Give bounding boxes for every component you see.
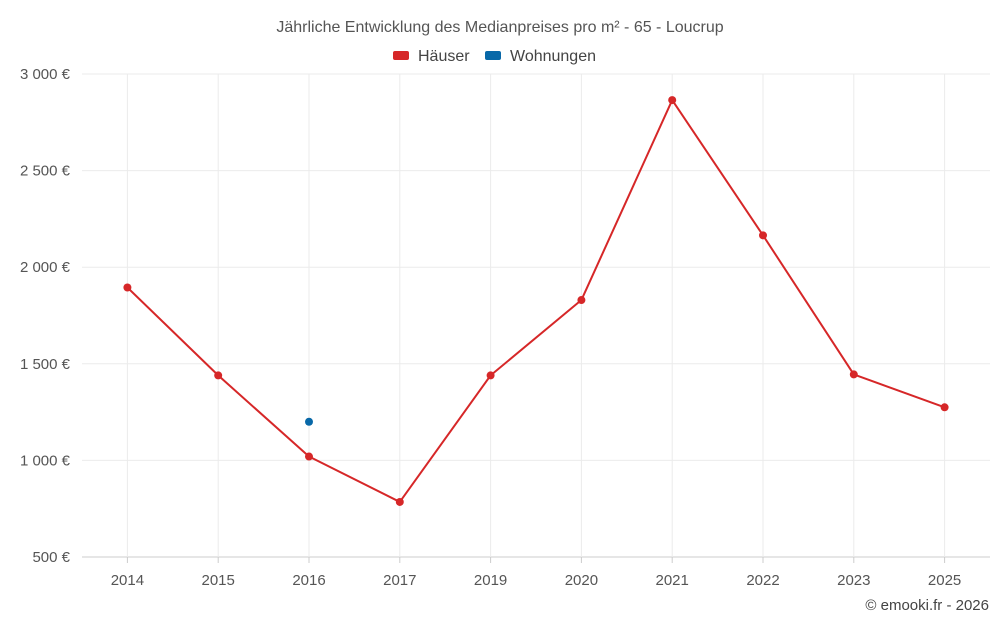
grid (82, 73, 990, 558)
data-point[interactable] (759, 231, 767, 240)
data-point[interactable] (577, 296, 586, 305)
series-layer (123, 96, 949, 506)
data-point[interactable] (305, 417, 313, 426)
data-point[interactable] (940, 403, 949, 412)
series-line (126, 99, 945, 503)
legend: Häuser Wohnungen (393, 48, 596, 65)
x-tick-label: 2016 (292, 572, 325, 589)
x-tick-label: 2020 (565, 572, 598, 589)
series-haeuser (123, 96, 949, 506)
x-tick-label: 2022 (746, 572, 779, 589)
legend-item-haeuser[interactable]: Häuser (393, 48, 470, 65)
legend-label-haeuser: Häuser (418, 48, 470, 65)
data-point[interactable] (305, 452, 313, 461)
y-tick-label: 1 000 € (20, 452, 71, 469)
data-point[interactable] (668, 96, 677, 105)
y-axis: 500 € 1 000 € 1 500 € 2 000 € 2 500 € 3 000 € (20, 66, 71, 566)
y-tick-label: 2 500 € (20, 163, 71, 180)
data-point[interactable] (486, 371, 495, 380)
x-tick-label: 2019 (474, 572, 507, 589)
x-tick-label: 2014 (111, 572, 144, 589)
series-wohnungen (305, 417, 313, 426)
y-tick-label: 2 000 € (20, 259, 71, 276)
x-axis: 2014 2015 2016 2017 2019 2020 2021 2022 2023 2025 (111, 557, 961, 589)
x-tick-label: 2023 (837, 572, 870, 589)
chart-title: Jährliche Entwicklung des Medianpreises … (276, 19, 723, 36)
y-tick-label: 3 000 € (20, 66, 71, 83)
y-tick-label: 500 € (32, 549, 70, 566)
x-tick-label: 2021 (656, 572, 689, 589)
data-point[interactable] (849, 370, 858, 379)
data-point[interactable] (123, 283, 132, 292)
x-tick-label: 2015 (202, 572, 235, 589)
x-tick-label: 2025 (928, 572, 961, 589)
credit-text: © emooki.fr - 2026 (865, 597, 989, 614)
legend-swatch-wohnungen (485, 51, 501, 60)
y-tick-label: 1 500 € (20, 356, 71, 373)
legend-swatch-haeuser (393, 51, 409, 60)
legend-label-wohnungen: Wohnungen (510, 48, 596, 65)
data-point[interactable] (214, 371, 223, 380)
data-point[interactable] (395, 497, 404, 506)
x-tick-label: 2017 (383, 572, 416, 589)
legend-item-wohnungen[interactable]: Wohnungen (485, 48, 596, 65)
